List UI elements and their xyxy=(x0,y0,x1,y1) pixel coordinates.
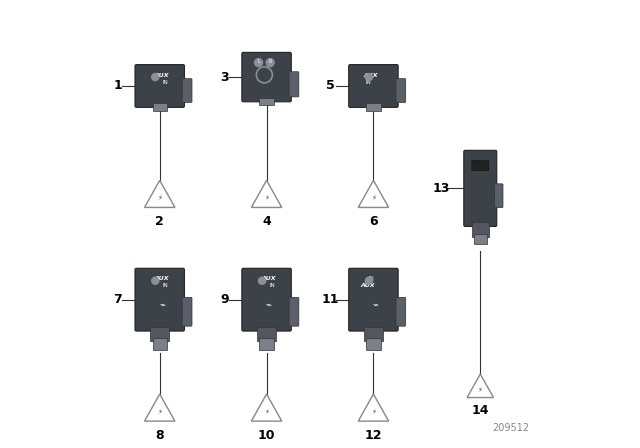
FancyBboxPatch shape xyxy=(464,151,497,226)
FancyBboxPatch shape xyxy=(135,268,184,331)
Polygon shape xyxy=(145,394,175,421)
FancyBboxPatch shape xyxy=(152,103,167,111)
Text: ⚡: ⚡ xyxy=(478,387,483,392)
Text: 8: 8 xyxy=(156,429,164,442)
Text: IN: IN xyxy=(269,283,275,288)
Text: 5: 5 xyxy=(326,79,335,92)
Text: 3: 3 xyxy=(220,71,228,84)
Circle shape xyxy=(152,73,159,81)
Text: AUX: AUX xyxy=(361,283,376,288)
Text: AUX: AUX xyxy=(155,73,169,78)
Text: 6: 6 xyxy=(369,215,378,228)
Circle shape xyxy=(365,277,372,284)
Text: ⌁: ⌁ xyxy=(372,299,379,309)
Polygon shape xyxy=(252,181,282,207)
Text: ⚡: ⚡ xyxy=(264,195,269,201)
FancyBboxPatch shape xyxy=(396,79,406,103)
Polygon shape xyxy=(252,394,282,421)
Text: 13: 13 xyxy=(433,182,450,195)
Text: 4: 4 xyxy=(262,215,271,228)
FancyBboxPatch shape xyxy=(289,72,299,97)
Text: 209512: 209512 xyxy=(492,423,529,433)
Text: 12: 12 xyxy=(365,429,382,442)
Text: ⌁: ⌁ xyxy=(477,158,484,168)
Text: 11: 11 xyxy=(322,293,339,306)
FancyBboxPatch shape xyxy=(349,65,398,108)
Circle shape xyxy=(152,277,159,284)
Text: 7: 7 xyxy=(113,293,122,306)
FancyBboxPatch shape xyxy=(364,327,383,341)
Text: IN: IN xyxy=(162,283,168,288)
FancyBboxPatch shape xyxy=(495,184,503,207)
FancyBboxPatch shape xyxy=(349,268,398,331)
Text: L: L xyxy=(257,59,260,64)
FancyBboxPatch shape xyxy=(242,268,291,331)
FancyBboxPatch shape xyxy=(474,233,486,244)
Text: IN: IN xyxy=(162,80,168,85)
FancyBboxPatch shape xyxy=(259,98,274,105)
Text: ⚡: ⚡ xyxy=(157,195,162,201)
Circle shape xyxy=(255,59,262,67)
FancyBboxPatch shape xyxy=(150,327,169,341)
Polygon shape xyxy=(145,181,175,207)
Text: AUX: AUX xyxy=(364,73,378,78)
FancyBboxPatch shape xyxy=(472,161,489,170)
Text: ⚡: ⚡ xyxy=(264,409,269,415)
FancyBboxPatch shape xyxy=(182,79,192,103)
FancyBboxPatch shape xyxy=(152,338,167,350)
Circle shape xyxy=(259,277,266,284)
FancyBboxPatch shape xyxy=(366,103,381,111)
FancyBboxPatch shape xyxy=(472,223,489,237)
Circle shape xyxy=(266,59,274,67)
Text: 10: 10 xyxy=(258,429,275,442)
FancyBboxPatch shape xyxy=(259,338,274,350)
Polygon shape xyxy=(358,181,388,207)
Circle shape xyxy=(365,73,372,81)
FancyBboxPatch shape xyxy=(289,297,299,326)
Text: ⚡: ⚡ xyxy=(371,409,376,415)
Text: R: R xyxy=(268,59,272,64)
FancyBboxPatch shape xyxy=(396,297,406,326)
Text: IN: IN xyxy=(369,276,374,281)
FancyBboxPatch shape xyxy=(182,297,192,326)
Text: AUX: AUX xyxy=(155,276,169,281)
Text: ⌁: ⌁ xyxy=(159,299,165,309)
Polygon shape xyxy=(467,374,493,397)
FancyBboxPatch shape xyxy=(366,338,381,350)
Text: ⚡: ⚡ xyxy=(371,195,376,201)
Polygon shape xyxy=(358,394,388,421)
Text: IN: IN xyxy=(365,80,371,85)
FancyBboxPatch shape xyxy=(257,327,276,341)
Text: 9: 9 xyxy=(220,293,228,306)
FancyBboxPatch shape xyxy=(135,65,184,108)
FancyBboxPatch shape xyxy=(242,52,291,102)
Text: AUX: AUX xyxy=(262,276,276,281)
Text: ⚡: ⚡ xyxy=(157,409,162,415)
Text: 2: 2 xyxy=(156,215,164,228)
Text: ⌁: ⌁ xyxy=(266,299,272,309)
Text: 1: 1 xyxy=(113,79,122,92)
Text: 14: 14 xyxy=(472,405,489,418)
